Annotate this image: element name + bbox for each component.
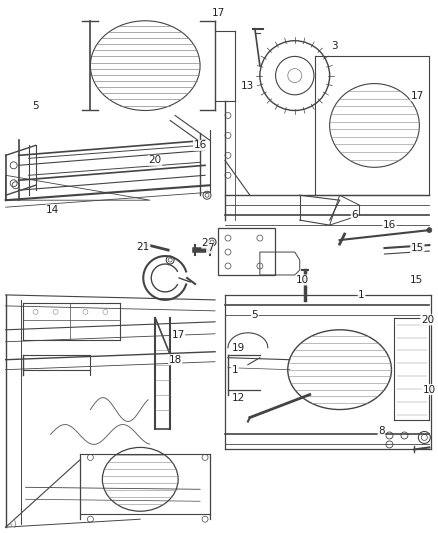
Text: 2: 2 (202, 238, 208, 248)
Text: 19: 19 (231, 343, 244, 353)
Text: 14: 14 (46, 205, 59, 215)
Text: 13: 13 (241, 80, 254, 91)
Text: 3: 3 (331, 41, 338, 51)
Text: 15: 15 (410, 275, 423, 285)
Text: 15: 15 (411, 243, 424, 253)
Text: 7: 7 (207, 243, 213, 253)
Circle shape (427, 228, 432, 232)
Text: 16: 16 (383, 220, 396, 230)
Text: 5: 5 (251, 310, 258, 320)
Text: 1: 1 (358, 290, 365, 300)
Text: 10: 10 (423, 385, 436, 394)
Text: 16: 16 (194, 140, 207, 150)
Text: 17: 17 (212, 8, 225, 18)
Text: 10: 10 (296, 275, 309, 285)
Text: 5: 5 (32, 101, 39, 110)
Text: 8: 8 (378, 426, 385, 437)
Text: Q: Q (9, 520, 16, 529)
Text: 20: 20 (421, 315, 434, 325)
Text: 18: 18 (169, 354, 182, 365)
Text: 20: 20 (148, 155, 162, 165)
Text: 6: 6 (351, 210, 358, 220)
Text: 17: 17 (172, 330, 185, 340)
Text: 1: 1 (232, 365, 238, 375)
Text: 12: 12 (231, 393, 244, 402)
Text: 17: 17 (411, 91, 424, 101)
Text: 21: 21 (137, 242, 150, 252)
